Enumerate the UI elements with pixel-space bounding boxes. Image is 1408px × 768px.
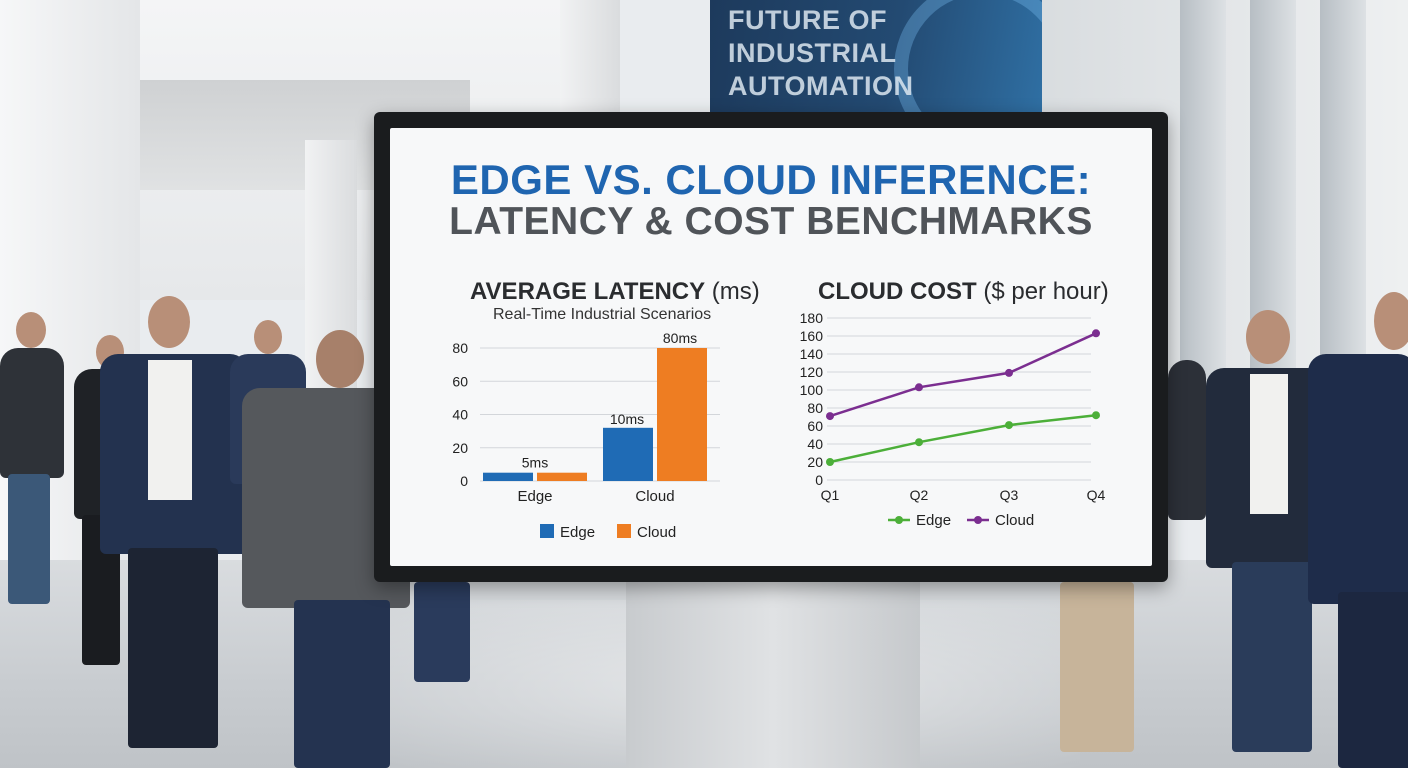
legend-swatch-cloud [617,524,631,538]
point-cloud-q3 [1005,368,1013,377]
window-column [1180,0,1226,380]
x-tick-label: Q3 [1000,487,1019,503]
y-tick-label: 40 [452,407,468,423]
latency-title-unit: (ms) [711,278,760,305]
bar-cloud-cloud [657,348,707,481]
latency-chart-title: AVERAGE LATENCY (ms) [470,278,760,306]
latency-bar-chart: 0 20 40 60 80 Edge Cloud 5ms 10ms 80ms Edge Cloud [452,330,720,541]
point-edge-q2 [915,438,923,447]
x-tick-label: Q2 [910,487,929,503]
attendee-legs [1060,582,1140,762]
series-line-edge [829,413,1097,464]
series-line-cloud [829,332,1097,418]
x-tick-label: Q1 [821,487,840,503]
legend-label-edge: Edge [916,512,951,529]
banner-title: Future of Industrial Automation [728,5,914,101]
legend-label-cloud: Cloud [637,524,676,541]
y-tick-label: 80 [807,400,823,416]
point-edge-q3 [1005,421,1013,430]
x-tick-label: Cloud [635,488,674,505]
cost-title-unit: ($ per hour) [983,278,1109,305]
data-label: 10ms [610,411,644,427]
y-tick-label: 100 [800,382,824,398]
monitor-screen: EDGE VS. CLOUD INFERENCE: LATENCY & COST… [390,128,1152,566]
latency-chart-subtitle: Real-Time Industrial Scenarios [493,306,712,323]
y-tick-label: 80 [452,340,468,356]
y-tick-label: 0 [815,472,823,488]
point-cloud-q2 [915,383,923,392]
screen-subtitle: LATENCY & COST BENCHMARKS [449,200,1093,243]
y-tick-label: 40 [807,436,823,452]
point-cloud-q1 [826,412,834,421]
window-column [1320,0,1366,380]
attendee-legs [414,582,474,692]
y-tick-label: 160 [800,328,824,344]
legend-label-cloud: Cloud [995,512,1034,529]
latency-title-main: AVERAGE LATENCY [470,278,706,305]
data-label: 5ms [522,455,548,471]
bar-edge-edge [483,472,533,481]
point-cloud-q4 [1092,329,1100,338]
legend-swatch-edge [540,524,554,538]
cost-title-main: CLOUD COST [818,278,977,305]
monitor-stand [626,582,920,768]
screen-title: EDGE VS. CLOUD INFERENCE: [450,156,1092,203]
cost-line-chart: 0 20 40 60 80 100 120 140 160 180 Q1 Q2 Q3 Q4 Edge Clou… [800,310,1106,529]
y-tick-label: 0 [460,473,468,489]
y-tick-label: 60 [452,373,468,389]
y-tick-label: 20 [807,454,823,470]
point-edge-q1 [826,458,834,466]
legend-marker-edge [895,516,903,524]
data-label: 80ms [663,330,697,346]
bar-edge-cloud [603,427,653,481]
attendee-silhouette [100,296,250,756]
legend-marker-cloud [974,516,982,524]
cost-chart-title: CLOUD COST ($ per hour) [818,278,1109,306]
y-tick-label: 20 [452,440,468,456]
attendee-silhouette [1308,292,1408,768]
x-tick-label: Edge [517,488,552,505]
legend-label-edge: Edge [560,524,595,541]
y-tick-label: 60 [807,418,823,434]
point-edge-q4 [1092,411,1100,420]
attendee-silhouette [1168,330,1208,530]
y-tick-label: 140 [800,346,824,362]
x-tick-label: Q4 [1087,487,1106,503]
bar-cloud-edge [537,472,587,481]
y-tick-label: 120 [800,364,824,380]
hanging-banner: Future of Industrial Automation [710,0,1042,112]
attendee-silhouette [0,312,70,612]
display-monitor: EDGE VS. CLOUD INFERENCE: LATENCY & COST… [374,112,1168,582]
y-tick-label: 180 [800,310,824,326]
